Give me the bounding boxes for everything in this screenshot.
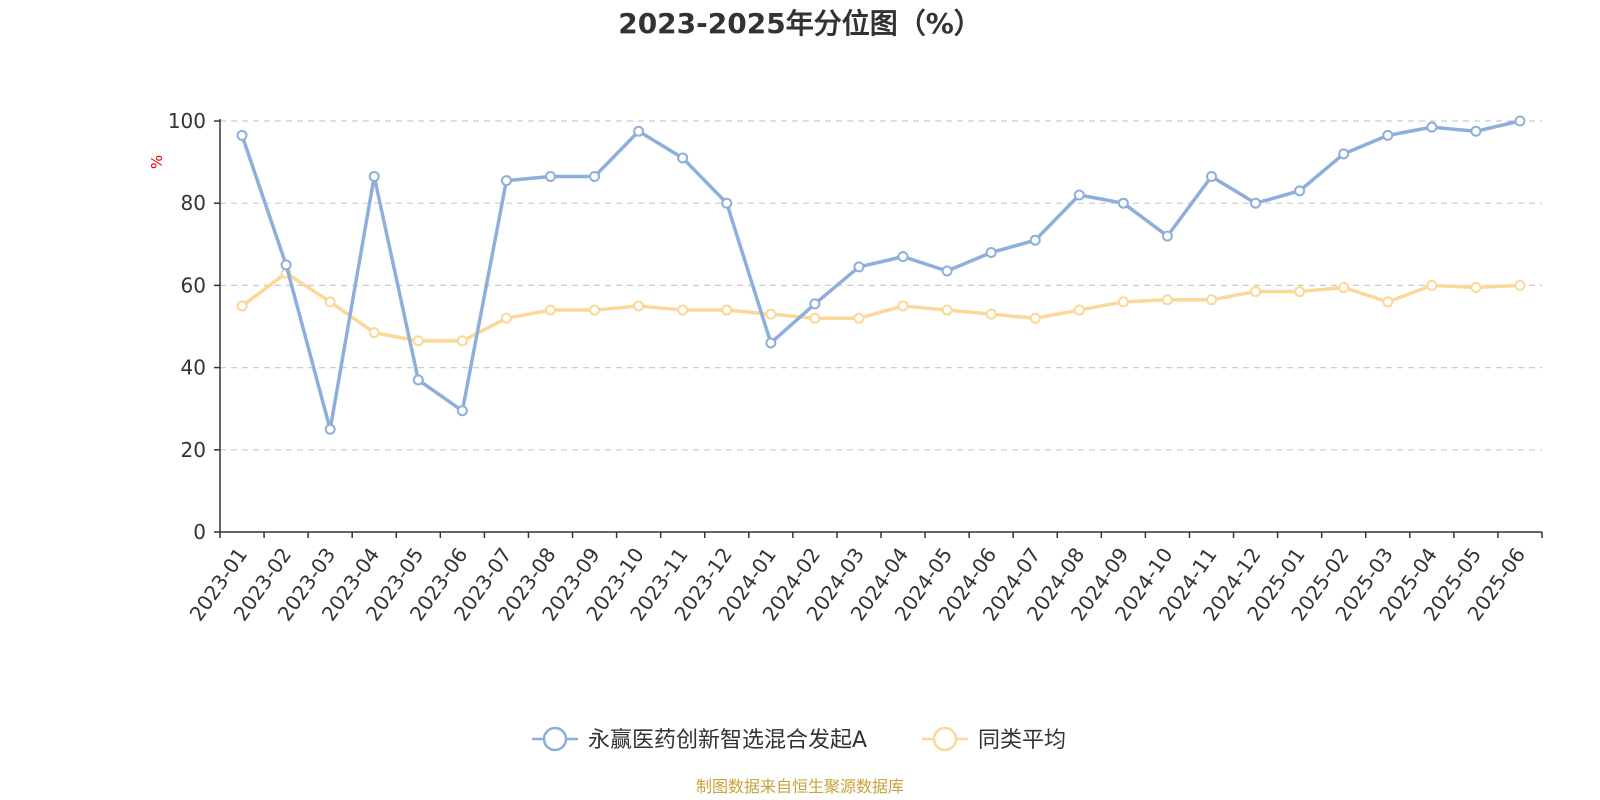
data-point bbox=[1031, 314, 1040, 323]
y-tick-label: 60 bbox=[181, 273, 206, 297]
data-point bbox=[590, 306, 599, 315]
data-point bbox=[722, 199, 731, 208]
data-point bbox=[1163, 232, 1172, 241]
data-point bbox=[810, 314, 819, 323]
y-axis-unit: % bbox=[148, 155, 166, 169]
data-point bbox=[634, 301, 643, 310]
series-layer bbox=[238, 117, 1525, 434]
data-point bbox=[326, 425, 335, 434]
data-point bbox=[1471, 127, 1480, 136]
legend-item: 同类平均 bbox=[922, 728, 1066, 753]
y-tick-label: 80 bbox=[181, 191, 206, 215]
data-point bbox=[502, 314, 511, 323]
data-point bbox=[1471, 283, 1480, 292]
data-point bbox=[1515, 117, 1524, 126]
data-point bbox=[1427, 123, 1436, 132]
data-point bbox=[987, 248, 996, 257]
data-point bbox=[238, 131, 247, 140]
data-point bbox=[370, 328, 379, 337]
data-point bbox=[1515, 281, 1524, 290]
data-point bbox=[987, 310, 996, 319]
data-point bbox=[854, 262, 863, 271]
data-point bbox=[1207, 172, 1216, 181]
data-point bbox=[282, 260, 291, 269]
data-point bbox=[1339, 149, 1348, 158]
data-point bbox=[1251, 287, 1260, 296]
data-point bbox=[370, 172, 379, 181]
data-point bbox=[1207, 295, 1216, 304]
series-1 bbox=[238, 269, 1525, 346]
legend: 永赢医药创新智选混合发起A 同类平均 bbox=[532, 728, 1066, 753]
data-point bbox=[1383, 297, 1392, 306]
data-point bbox=[546, 306, 555, 315]
data-point bbox=[943, 306, 952, 315]
data-point bbox=[546, 172, 555, 181]
data-point bbox=[678, 306, 687, 315]
data-point bbox=[326, 297, 335, 306]
y-tick-label: 100 bbox=[168, 109, 206, 133]
y-tick-label: 20 bbox=[181, 438, 206, 462]
data-point bbox=[458, 336, 467, 345]
legend-item: 永赢医药创新智选混合发起A bbox=[532, 728, 867, 753]
legend-label: 永赢医药创新智选混合发起A bbox=[588, 728, 867, 753]
data-point bbox=[1251, 199, 1260, 208]
data-point bbox=[1383, 131, 1392, 140]
data-point bbox=[678, 153, 687, 162]
legend-marker bbox=[544, 728, 566, 750]
data-point bbox=[810, 299, 819, 308]
data-point bbox=[854, 314, 863, 323]
legend-label: 同类平均 bbox=[978, 728, 1066, 753]
data-point bbox=[1339, 283, 1348, 292]
data-point bbox=[1075, 190, 1084, 199]
data-point bbox=[766, 338, 775, 347]
data-point bbox=[590, 172, 599, 181]
data-point bbox=[1119, 199, 1128, 208]
data-point bbox=[414, 375, 423, 384]
data-point bbox=[1295, 287, 1304, 296]
data-point bbox=[634, 127, 643, 136]
data-point bbox=[943, 267, 952, 276]
data-point bbox=[1427, 281, 1436, 290]
data-point bbox=[1119, 297, 1128, 306]
data-point bbox=[722, 306, 731, 315]
series-0 bbox=[238, 117, 1525, 434]
series-line bbox=[242, 273, 1520, 341]
data-point bbox=[1075, 306, 1084, 315]
data-point bbox=[414, 336, 423, 345]
data-point bbox=[899, 252, 908, 261]
data-point bbox=[766, 310, 775, 319]
data-point bbox=[238, 301, 247, 310]
y-tick-label: 40 bbox=[181, 356, 206, 380]
chart-title: 2023-2025年分位图（%） bbox=[618, 7, 982, 40]
data-point bbox=[1163, 295, 1172, 304]
data-point bbox=[502, 176, 511, 185]
source-note: 制图数据来自恒生聚源数据库 bbox=[696, 777, 904, 796]
data-point bbox=[1031, 236, 1040, 245]
data-point bbox=[1295, 186, 1304, 195]
legend-marker bbox=[934, 728, 956, 750]
data-point bbox=[899, 301, 908, 310]
y-tick-label: 0 bbox=[193, 520, 206, 544]
series-line bbox=[242, 121, 1520, 429]
data-point bbox=[458, 406, 467, 415]
